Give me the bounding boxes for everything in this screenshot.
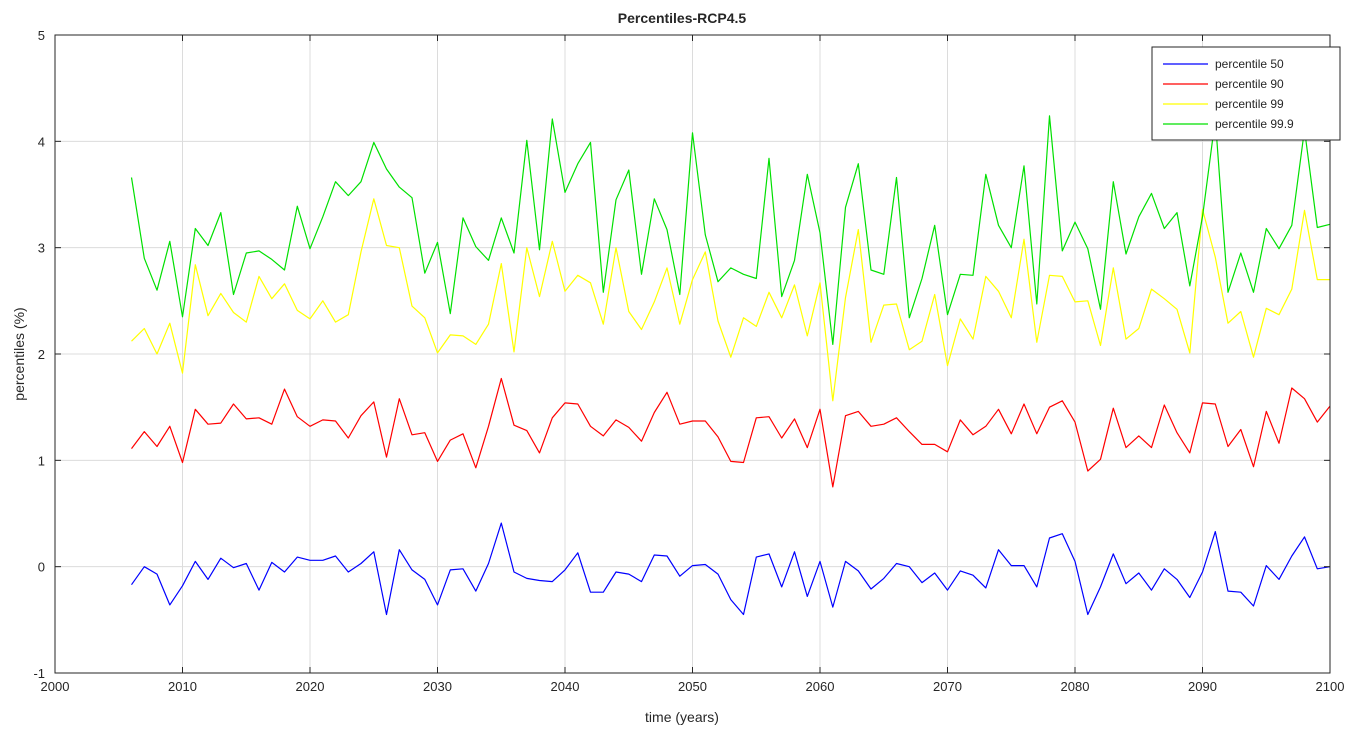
series-layer	[130, 115, 1331, 616]
y-tick-label: 2	[38, 347, 45, 362]
x-tick-label: 2080	[1061, 679, 1090, 694]
legend-label: percentile 90	[1215, 77, 1284, 91]
series-line-2	[131, 377, 1331, 488]
x-tick-label: 2050	[678, 679, 707, 694]
x-axis-title: time (years)	[645, 709, 719, 725]
y-tick-label: -1	[33, 666, 45, 681]
tick-layer: 2000 2010 2020 2030 2040 2050 2060 2070 2080 2090…	[33, 28, 1344, 694]
x-tick-label: 2040	[551, 679, 580, 694]
y-tick-label: 0	[38, 560, 45, 575]
y-tick-label: 3	[38, 241, 45, 256]
legend-label: percentile 99.9	[1215, 117, 1294, 131]
legend-label: percentile 50	[1215, 57, 1284, 71]
series-line-1	[131, 522, 1331, 616]
chart-title: Percentiles-RCP4.5	[618, 10, 747, 26]
y-tick-label: 1	[38, 453, 45, 468]
legend: percentile 50 percentile 90 percentile 99 p…	[1151, 46, 1341, 141]
y-axis-title: percentiles (%)	[11, 307, 27, 400]
x-tick-label: 2000	[41, 679, 70, 694]
x-tick-label: 2070	[933, 679, 962, 694]
y-tick-label: 5	[38, 28, 45, 43]
x-tick-label: 2060	[806, 679, 835, 694]
grid-layer	[54, 34, 1331, 674]
x-tick-label: 2030	[423, 679, 452, 694]
x-tick-label: 2100	[1316, 679, 1345, 694]
legend-label: percentile 99	[1215, 97, 1284, 111]
y-tick-label: 4	[38, 134, 45, 149]
x-tick-label: 2090	[1188, 679, 1217, 694]
x-tick-label: 2010	[168, 679, 197, 694]
series-line-4	[130, 115, 1331, 345]
x-tick-label: 2020	[296, 679, 325, 694]
legend-items: percentile 50 percentile 90 percentile 99 p…	[1163, 57, 1294, 131]
series-line-3	[131, 198, 1330, 402]
